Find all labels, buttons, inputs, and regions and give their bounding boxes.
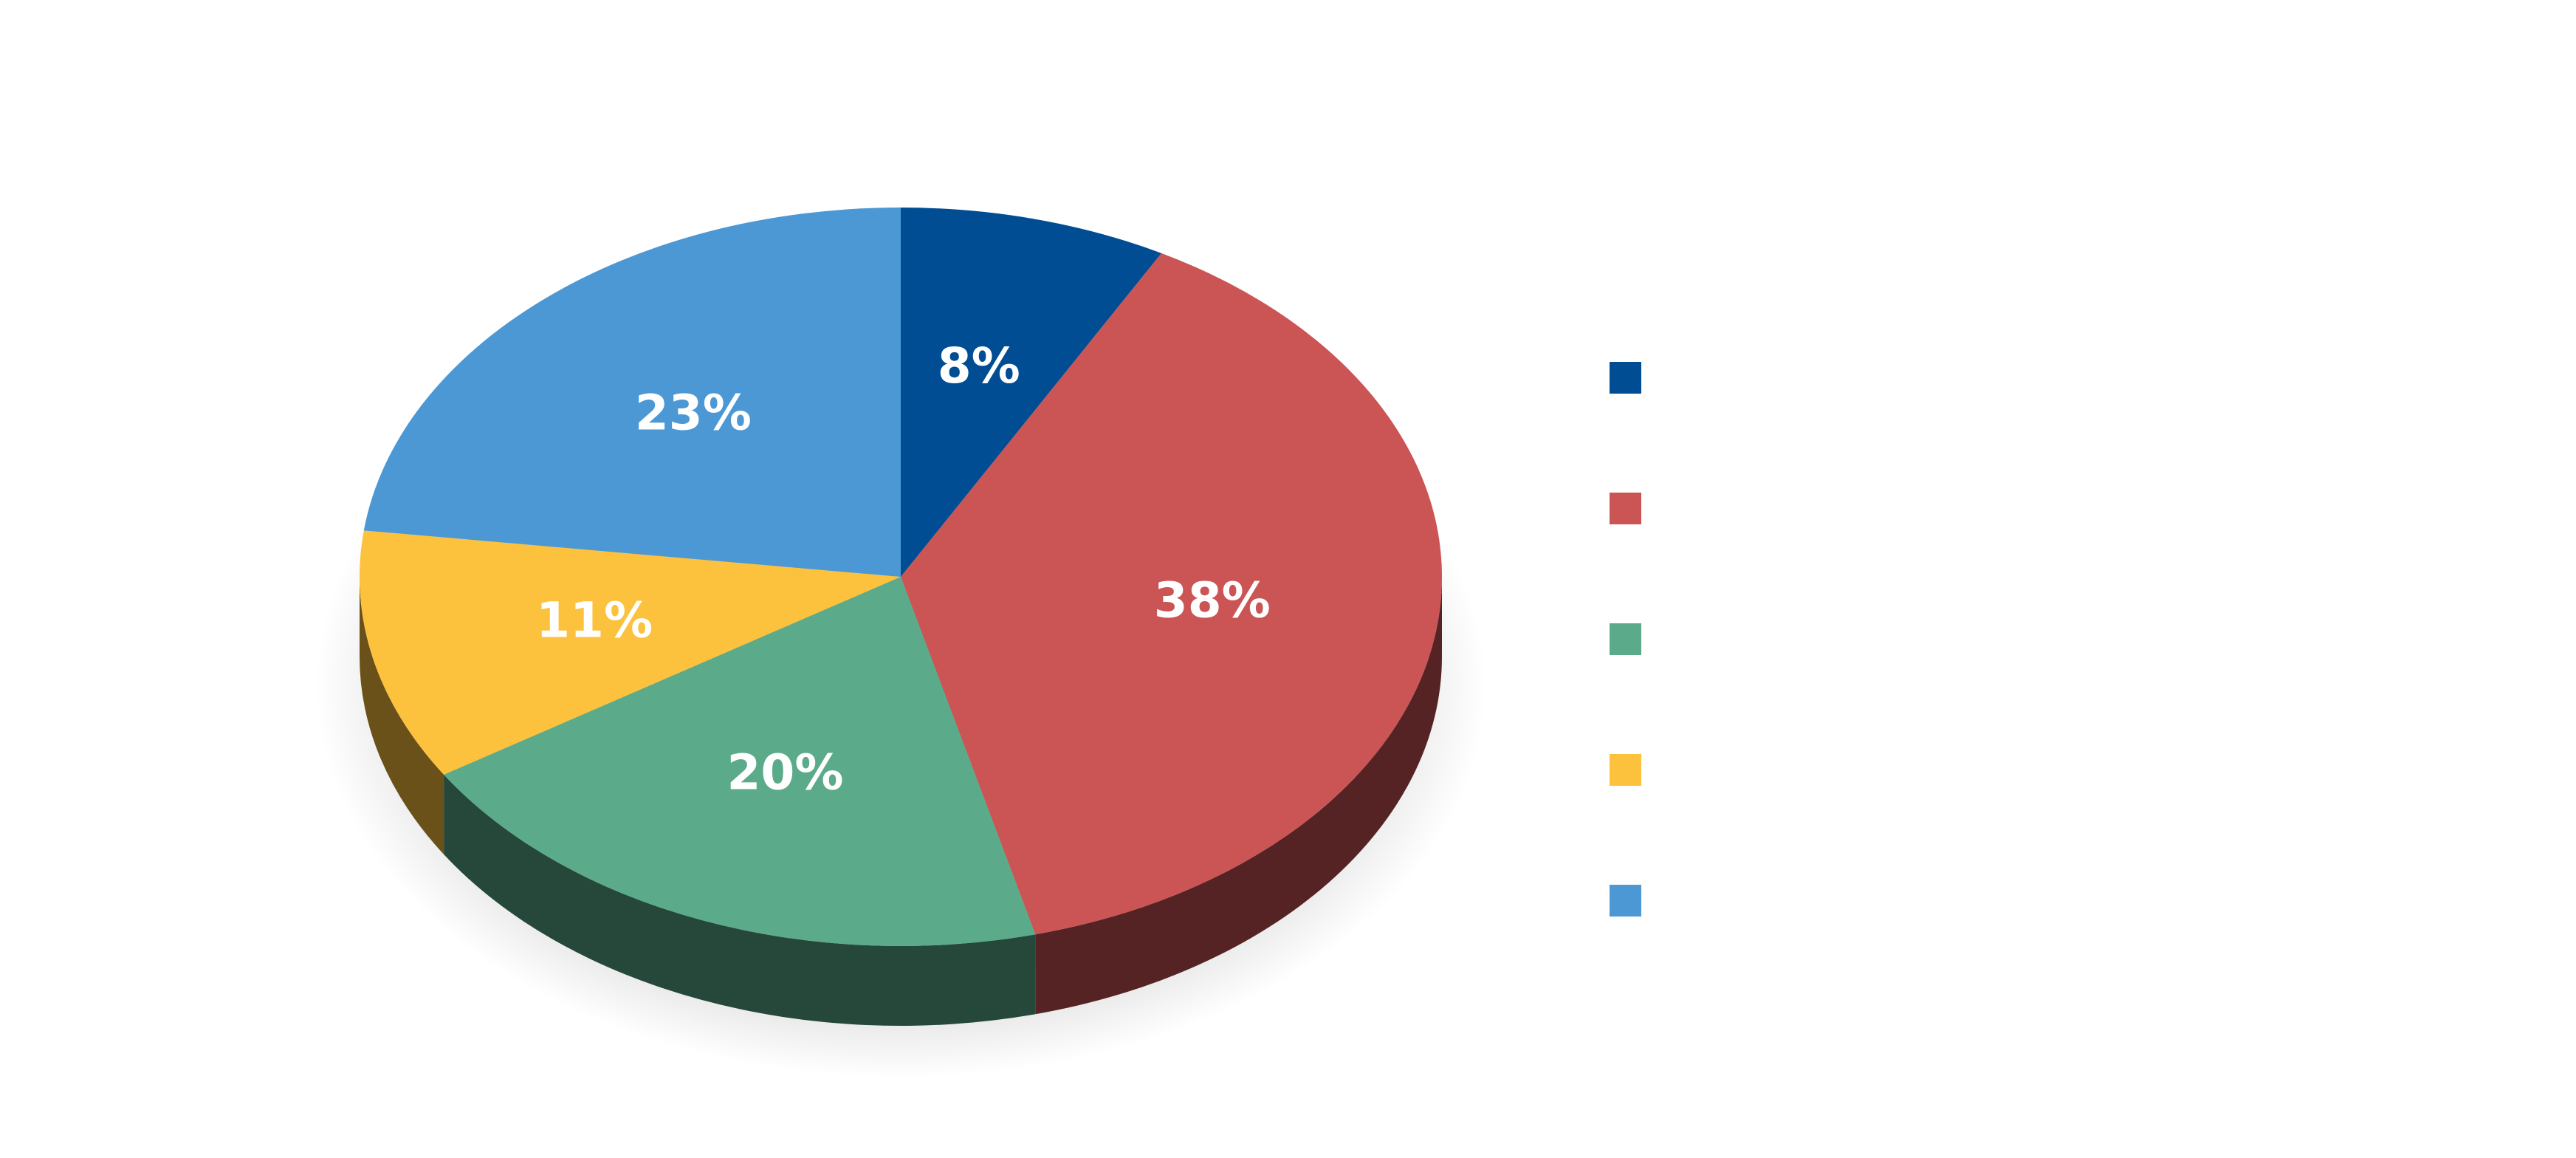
legend-swatch-0 xyxy=(1610,362,1641,394)
legend-swatch-1 xyxy=(1610,493,1641,524)
slice-labels: 8% 38% 20% 11% 23% xyxy=(536,338,1271,801)
legend-swatch-4 xyxy=(1610,885,1641,917)
pie-slice-4 xyxy=(363,208,901,577)
pie-slice-1 xyxy=(901,253,1443,935)
pie-slice-0 xyxy=(901,208,1162,577)
slice-label-1: 38% xyxy=(1154,572,1271,628)
pie-sides xyxy=(360,577,1442,1027)
legend-swatch-2 xyxy=(1610,623,1641,655)
slice-label-4: 23% xyxy=(635,385,752,442)
pie-side-2 xyxy=(444,774,1036,1027)
pie-side-1 xyxy=(1035,577,1442,1015)
slice-label-0: 8% xyxy=(938,338,1020,394)
slice-label-3: 11% xyxy=(536,592,653,648)
pie-slice-2 xyxy=(444,577,1036,947)
pie-top xyxy=(360,208,1443,947)
legend xyxy=(1610,362,1641,917)
pie-side-3 xyxy=(360,577,444,854)
pie-slice-3 xyxy=(360,530,901,775)
slice-label-2: 20% xyxy=(727,744,844,801)
legend-swatch-3 xyxy=(1610,754,1641,786)
